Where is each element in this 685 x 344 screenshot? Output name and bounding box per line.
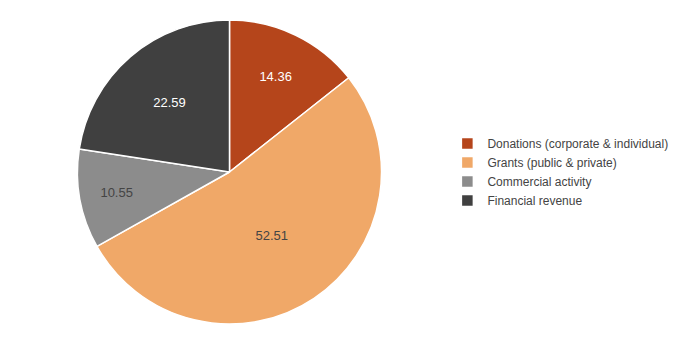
svg-text:Grants (public & private): Grants (public & private) [487, 156, 616, 170]
svg-text:10.55: 10.55 [100, 185, 133, 200]
svg-text:Donations (corporate & individ: Donations (corporate & individual) [487, 137, 668, 151]
svg-text:52.51: 52.51 [256, 228, 289, 243]
svg-text:Commercial activity: Commercial activity [487, 175, 591, 189]
svg-text:22.59: 22.59 [153, 95, 186, 110]
svg-text:Financial revenue: Financial revenue [487, 194, 582, 208]
svg-text:14.36: 14.36 [259, 69, 292, 84]
